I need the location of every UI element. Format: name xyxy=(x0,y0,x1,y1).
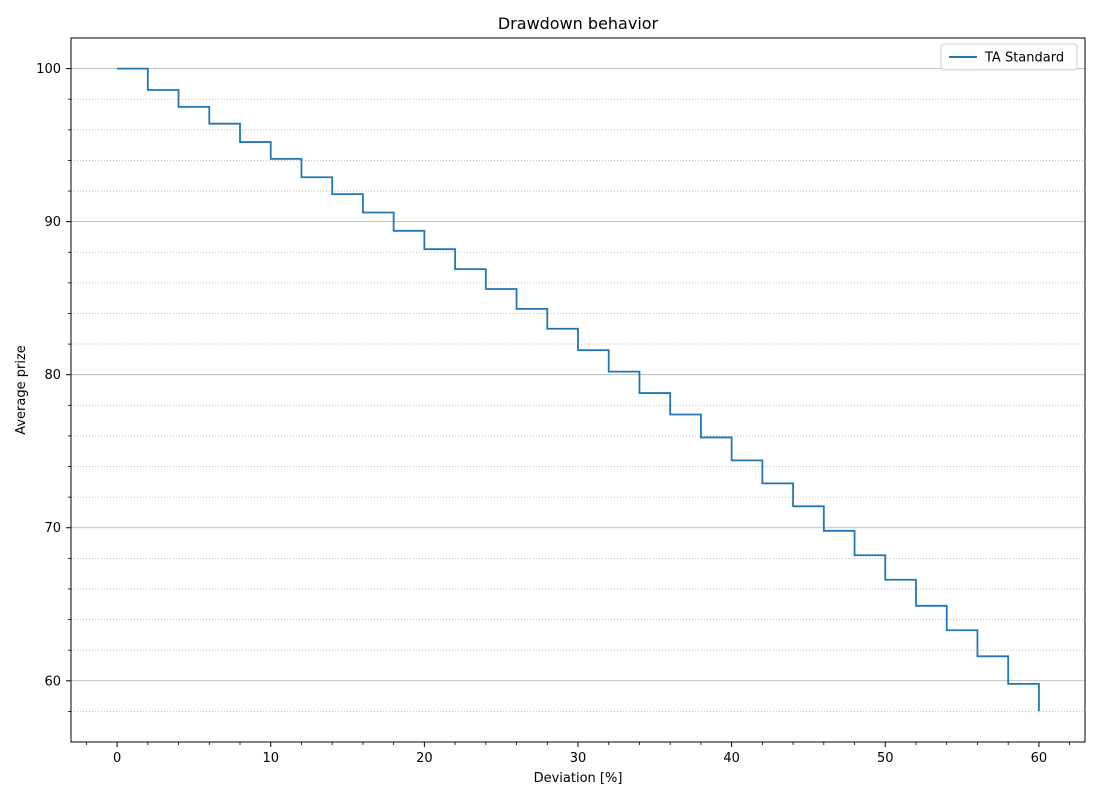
series-line xyxy=(117,67,1040,712)
series-layer xyxy=(117,67,1040,712)
x-tick-label: 10 xyxy=(262,751,279,766)
y-axis-label: Average prize xyxy=(14,345,29,435)
x-tick-label: 20 xyxy=(416,751,433,766)
x-tick-label: 0 xyxy=(113,751,121,766)
x-tick-label: 50 xyxy=(877,751,894,766)
x-tick-label: 60 xyxy=(1031,751,1048,766)
y-tick-label: 90 xyxy=(44,215,61,230)
chart-title: Drawdown behavior xyxy=(498,14,659,33)
y-tick-label: 100 xyxy=(36,62,61,77)
legend-box xyxy=(940,43,1078,71)
axis-ticks: 60 70 80 90 100 0 10 20 30 40 50 60 xyxy=(36,62,1071,766)
legend: TA Standard xyxy=(940,43,1078,71)
x-axis-label: Deviation [%] xyxy=(534,771,623,786)
y-tick-label: 60 xyxy=(44,674,61,689)
y-tick-label: 80 xyxy=(44,368,61,383)
legend-label: TA Standard xyxy=(984,51,1064,66)
plot-frame xyxy=(70,37,1086,743)
x-tick-label: 30 xyxy=(570,751,587,766)
grid-lines xyxy=(71,68,1085,712)
y-tick-label: 70 xyxy=(44,521,61,536)
x-tick-label: 40 xyxy=(723,751,740,766)
